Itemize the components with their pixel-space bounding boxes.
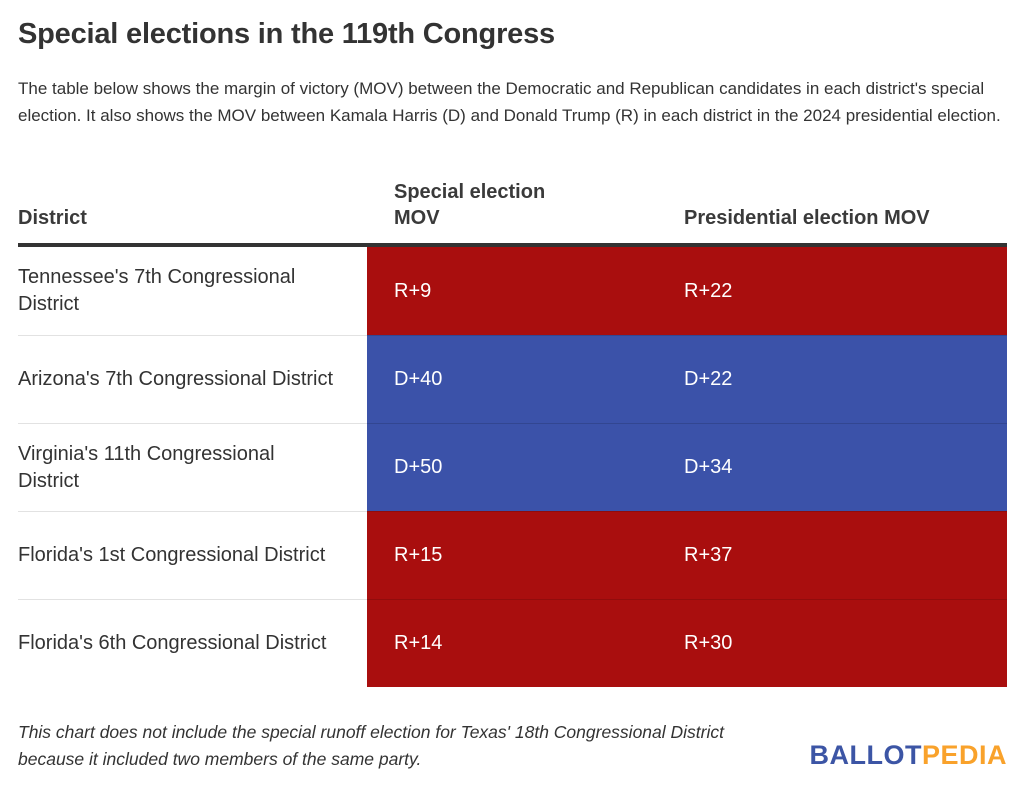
district-name: Arizona's 7th Congressional District <box>18 335 367 423</box>
special-mov-value: D+40 <box>367 335 657 423</box>
presidential-mov-value: D+22 <box>657 335 1007 423</box>
presidential-mov-value: D+34 <box>657 423 1007 511</box>
district-name: Virginia's 11th Congressional District <box>18 423 367 511</box>
logo-pedia: PEDIA <box>921 740 1007 770</box>
column-header-special-mov-label: Special election MOV <box>394 181 546 229</box>
column-header-district: District <box>18 207 87 229</box>
ballotpedia-logo: BALLOTPEDIA <box>809 740 1007 773</box>
table-header-row: District Special election MOV Presidenti… <box>18 179 1007 247</box>
footer: This chart does not include the special … <box>18 719 1007 773</box>
district-name: Tennessee's 7th Congressional District <box>18 247 367 335</box>
footnote: This chart does not include the special … <box>18 722 724 769</box>
page: Special elections in the 119th Congress … <box>18 18 1007 773</box>
table-row: Arizona's 7th Congressional District D+4… <box>18 335 1007 423</box>
presidential-mov-value: R+22 <box>657 247 1007 335</box>
presidential-mov-value: R+37 <box>657 511 1007 599</box>
table-row: Florida's 1st Congressional District R+1… <box>18 511 1007 599</box>
special-mov-value: R+9 <box>367 247 657 335</box>
logo-ballot: BALLOT <box>809 740 922 770</box>
special-mov-value: R+14 <box>367 599 657 687</box>
district-name: Florida's 6th Congressional District <box>18 599 367 687</box>
table-row: Tennessee's 7th Congressional District R… <box>18 247 1007 335</box>
special-mov-value: R+15 <box>367 511 657 599</box>
page-title: Special elections in the 119th Congress <box>18 18 555 50</box>
district-name: Florida's 1st Congressional District <box>18 511 367 599</box>
column-header-presidential-mov: Presidential election MOV <box>684 207 930 229</box>
table-row: Virginia's 11th Congressional District D… <box>18 423 1007 511</box>
special-elections-table: District Special election MOV Presidenti… <box>18 179 1007 687</box>
subtitle: The table below shows the margin of vict… <box>18 79 1001 125</box>
special-mov-value: D+50 <box>367 423 657 511</box>
presidential-mov-value: R+30 <box>657 599 1007 687</box>
table-row: Florida's 6th Congressional District R+1… <box>18 599 1007 687</box>
column-header-special-mov: Special election MOV <box>367 179 657 231</box>
